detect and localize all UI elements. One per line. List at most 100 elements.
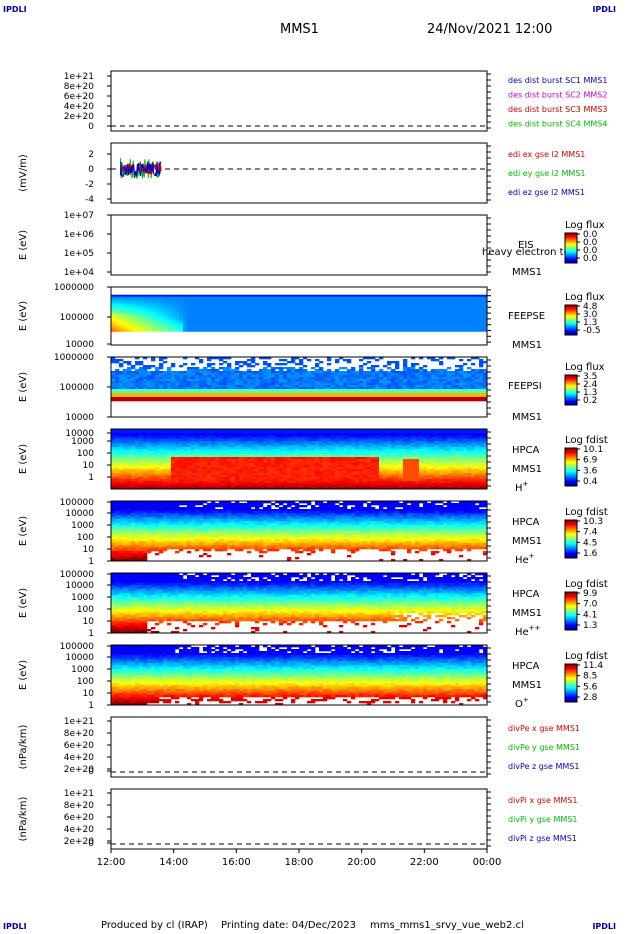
heatmap-cell [115,447,120,450]
heatmap-cell [255,471,260,474]
heatmap-cell [467,395,472,398]
heatmap-cell [419,306,424,309]
ytick-label: 1e+06 [64,230,95,240]
heatmap-cell [387,321,392,325]
heatmap-cell [147,465,152,468]
heatmap-cell [439,399,444,402]
heatmap-cell [335,377,340,380]
heatmap-cell [223,465,228,468]
heatmap-cell [155,439,160,442]
heatmap-cell [471,327,476,330]
heatmap-cell [399,391,404,394]
heatmap-cell [115,429,120,432]
heatmap-cell [439,363,444,366]
heatmap-cell [379,385,384,388]
heatmap-cell [171,302,176,305]
heatmap-cell [211,429,216,432]
heatmap-cell [195,325,200,328]
heatmap-cell [419,314,424,317]
heatmap-cell [195,467,200,470]
heatmap-cell [359,310,364,313]
heatmap-cell [171,391,176,394]
heatmap-cell [283,469,288,472]
heatmap-cell [447,375,452,378]
heatmap-cell [391,373,396,376]
heatmap-cell [291,359,296,362]
heatmap-cell [135,389,140,392]
heatmap-cell [127,314,132,317]
heatmap-cell [383,385,388,388]
heatmap-cell [199,377,204,380]
heatmap-cell [147,375,152,378]
heatmap-cell [479,389,484,392]
heatmap-cell [423,393,428,396]
heatmap-cell [283,487,288,490]
heatmap-cell [135,483,140,486]
heatmap-cell [167,369,172,372]
heatmap-cell [363,379,368,382]
heatmap-cell [115,317,120,321]
heatmap-cell [167,308,172,311]
heatmap-cell [235,437,240,440]
heatmap-cell [151,475,156,478]
colorbar-tick-label: 4.8 [583,302,598,312]
heatmap-cell [291,302,296,305]
heatmap-cell [143,429,148,432]
heatmap-cell [215,477,220,480]
heatmap-cell [419,321,424,325]
heatmap-cell [335,294,340,297]
heatmap-cell [351,381,356,384]
heatmap-cell [215,463,220,466]
heatmap-cell [175,441,180,444]
heatmap-cell [367,377,372,380]
heatmap-cell [115,393,120,396]
heatmap-cell [443,323,448,326]
heatmap-cell [395,304,400,307]
heatmap-cell [255,389,260,392]
heatmap-cell [123,455,128,458]
heatmap-cell [215,459,220,462]
heatmap-cell [163,361,168,364]
heatmap-cell [283,443,288,446]
heatmap-cell [119,467,124,470]
heatmap-cell [227,310,232,313]
heatmap-cell [399,306,404,309]
heatmap-cell [111,461,116,464]
heatmap-cell [471,323,476,326]
heatmap-cell [147,327,152,330]
heatmap-cell [339,367,344,370]
heatmap-cell [147,431,152,434]
heatmap-cell [315,308,320,311]
heatmap-cell [151,373,156,376]
heatmap-cell [283,294,288,297]
heatmap-cell [147,433,152,436]
heatmap-cell [199,431,204,434]
heatmap-cell [171,435,176,438]
heatmap-cell [351,377,356,380]
heatmap-cell [175,306,180,309]
heatmap-cell [199,385,204,388]
heatmap-cell [191,431,196,434]
heatmap-cell [311,300,316,303]
heatmap-cell [451,357,456,360]
heatmap-cell [131,455,136,458]
legend-entry: des dist burst SC4 MMS4 [508,120,607,129]
heatmap-cell [319,319,324,323]
heatmap-cell [375,389,380,392]
heatmap-cell [179,453,184,456]
heatmap-cell [199,433,204,436]
heatmap-cell [167,298,172,301]
heatmap-cell [187,453,192,456]
heatmap-cell [175,373,180,376]
heatmap-cell [363,312,368,315]
heatmap-cell [447,327,452,330]
heatmap-cell [259,312,264,315]
heatmap-cell [263,377,268,380]
heatmap-cell [299,302,304,305]
heatmap-cell [203,317,208,321]
heatmap-cell [239,306,244,309]
heatmap-cell [255,477,260,480]
heatmap-cell [183,455,188,458]
heatmap-cell [279,429,284,432]
heatmap-cell [275,363,280,366]
